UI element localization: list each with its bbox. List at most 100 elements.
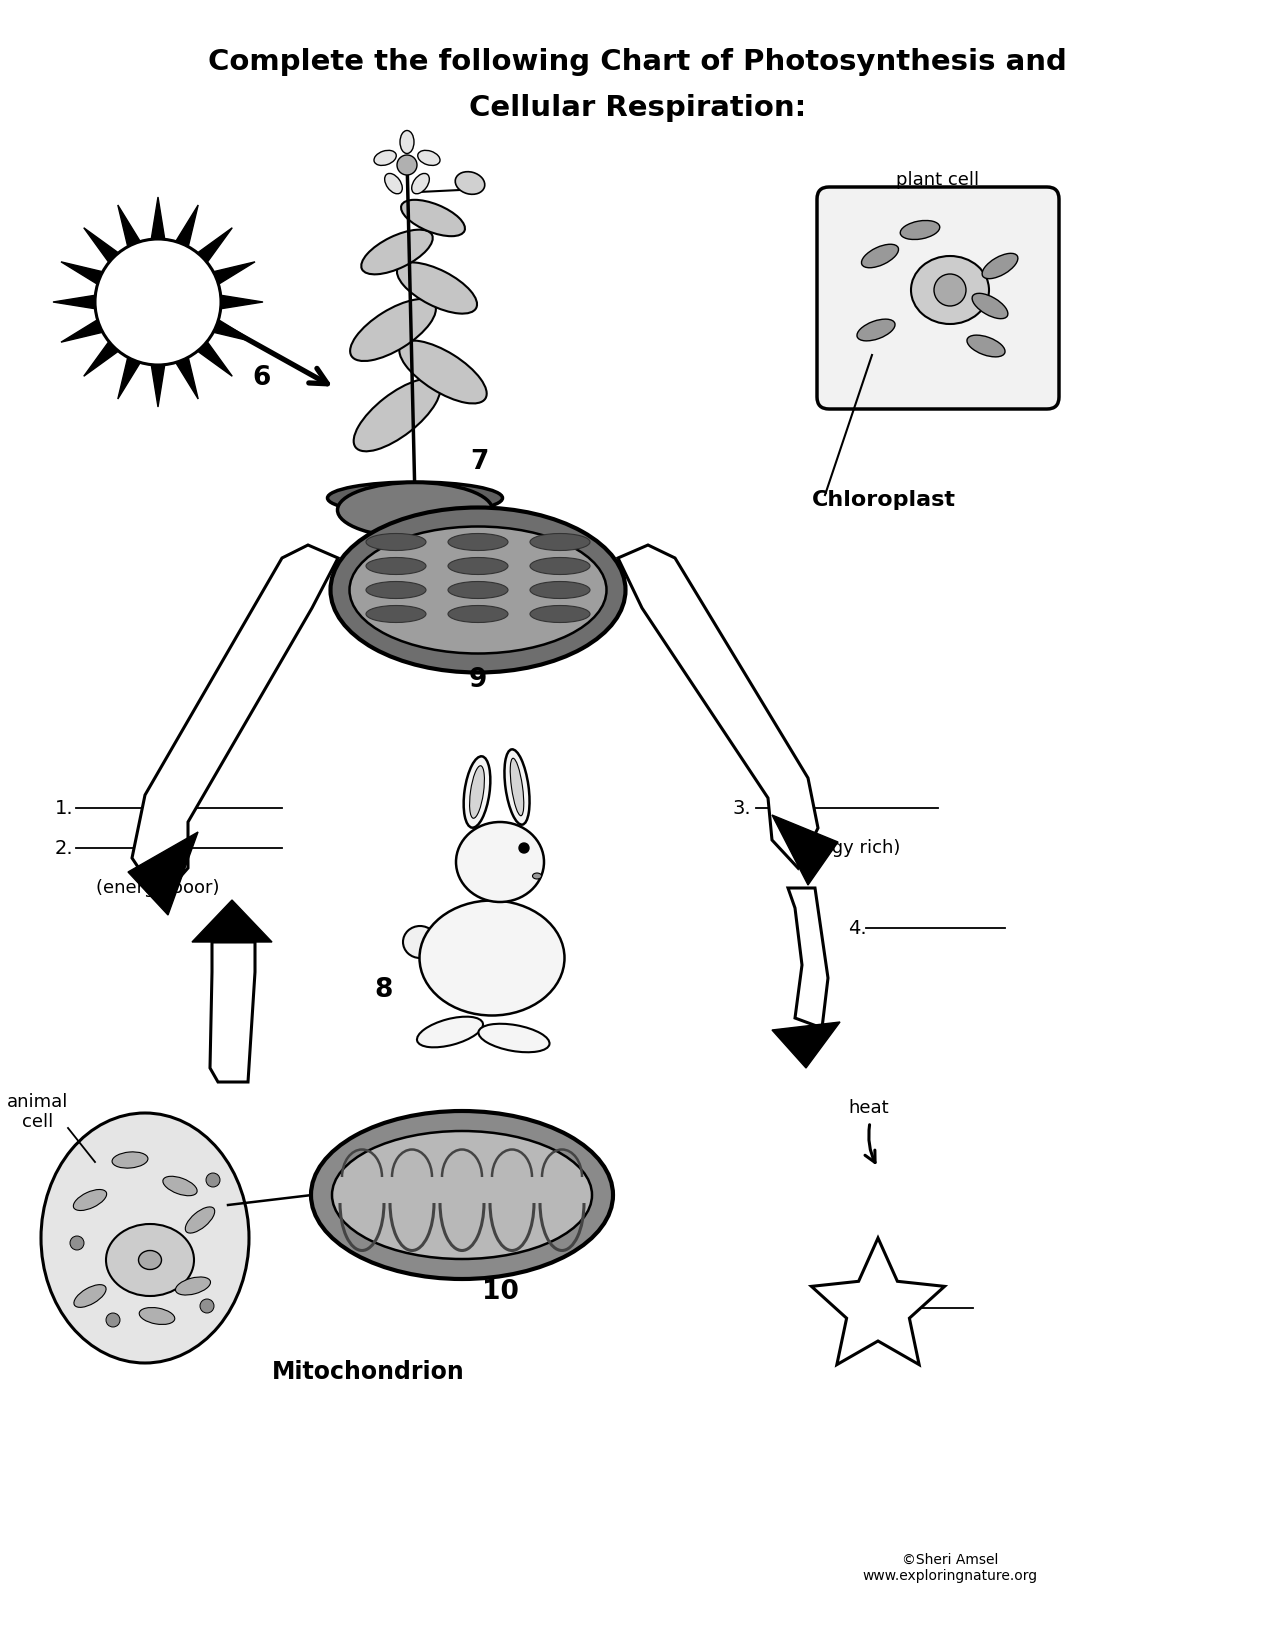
- Ellipse shape: [351, 299, 436, 362]
- FancyBboxPatch shape: [817, 187, 1060, 409]
- Polygon shape: [811, 1238, 945, 1365]
- Ellipse shape: [112, 1152, 148, 1169]
- Polygon shape: [771, 816, 838, 885]
- Text: Chloroplast: Chloroplast: [812, 490, 956, 510]
- Text: heat: heat: [848, 1100, 889, 1118]
- Ellipse shape: [417, 1017, 483, 1047]
- Ellipse shape: [530, 581, 590, 599]
- Ellipse shape: [530, 533, 590, 550]
- Circle shape: [70, 1237, 84, 1250]
- Ellipse shape: [966, 335, 1005, 357]
- Text: 8: 8: [375, 977, 393, 1004]
- Ellipse shape: [330, 507, 626, 672]
- Ellipse shape: [366, 606, 426, 622]
- Polygon shape: [771, 1022, 840, 1068]
- Ellipse shape: [972, 294, 1009, 319]
- Polygon shape: [198, 342, 232, 376]
- Polygon shape: [54, 296, 96, 309]
- Ellipse shape: [139, 1308, 175, 1324]
- Text: 3.: 3.: [732, 799, 751, 817]
- Ellipse shape: [505, 750, 529, 824]
- Circle shape: [200, 1299, 214, 1313]
- Text: 4.: 4.: [848, 918, 867, 938]
- Ellipse shape: [385, 173, 403, 193]
- Polygon shape: [117, 357, 140, 400]
- Ellipse shape: [185, 1207, 214, 1233]
- Text: (energy rich): (energy rich): [784, 839, 900, 857]
- Text: 10: 10: [482, 1280, 519, 1304]
- Ellipse shape: [361, 229, 432, 274]
- Ellipse shape: [403, 926, 437, 958]
- Ellipse shape: [448, 581, 507, 599]
- Ellipse shape: [366, 533, 426, 550]
- Circle shape: [397, 155, 417, 175]
- Text: Cellular Respiration:: Cellular Respiration:: [469, 94, 806, 122]
- Polygon shape: [152, 365, 164, 408]
- Ellipse shape: [338, 482, 492, 538]
- Polygon shape: [61, 263, 103, 284]
- Text: 1.: 1.: [55, 799, 74, 817]
- Polygon shape: [84, 228, 119, 263]
- Ellipse shape: [332, 1131, 592, 1260]
- Polygon shape: [198, 228, 232, 263]
- Circle shape: [519, 844, 529, 854]
- Ellipse shape: [139, 1250, 162, 1270]
- Ellipse shape: [456, 822, 544, 901]
- Ellipse shape: [349, 527, 607, 654]
- Ellipse shape: [533, 873, 542, 878]
- Ellipse shape: [469, 766, 484, 819]
- Polygon shape: [193, 900, 272, 943]
- Text: Mitochondrion: Mitochondrion: [272, 1360, 464, 1384]
- Ellipse shape: [448, 558, 507, 575]
- Polygon shape: [213, 263, 255, 284]
- Ellipse shape: [106, 1223, 194, 1296]
- Circle shape: [207, 1172, 221, 1187]
- Circle shape: [96, 239, 221, 365]
- Text: Complete the following Chart of Photosynthesis and: Complete the following Chart of Photosyn…: [208, 48, 1067, 76]
- Polygon shape: [176, 205, 198, 246]
- Ellipse shape: [397, 263, 477, 314]
- Ellipse shape: [982, 253, 1017, 279]
- Polygon shape: [210, 943, 255, 1081]
- Polygon shape: [221, 296, 263, 309]
- Text: ©Sheri Amsel
www.exploringnature.org: ©Sheri Amsel www.exploringnature.org: [862, 1554, 1038, 1583]
- Text: animal
cell: animal cell: [8, 1093, 69, 1131]
- Circle shape: [106, 1313, 120, 1327]
- Text: 7: 7: [470, 449, 488, 475]
- Polygon shape: [128, 832, 198, 915]
- Polygon shape: [618, 545, 819, 868]
- Ellipse shape: [163, 1176, 198, 1195]
- Ellipse shape: [857, 319, 895, 340]
- Text: (energy poor): (energy poor): [96, 878, 219, 896]
- Ellipse shape: [455, 172, 484, 195]
- Circle shape: [935, 274, 966, 305]
- Ellipse shape: [176, 1276, 210, 1294]
- Text: plant cell: plant cell: [896, 172, 979, 188]
- Polygon shape: [61, 320, 103, 342]
- Ellipse shape: [74, 1284, 106, 1308]
- Ellipse shape: [862, 244, 899, 267]
- Text: 5.: 5.: [853, 1298, 871, 1314]
- Ellipse shape: [448, 606, 507, 622]
- Ellipse shape: [448, 533, 507, 550]
- Ellipse shape: [41, 1113, 249, 1364]
- Ellipse shape: [74, 1189, 107, 1210]
- Text: 6: 6: [252, 365, 272, 391]
- Ellipse shape: [399, 340, 487, 403]
- Ellipse shape: [418, 150, 440, 165]
- Ellipse shape: [912, 256, 989, 324]
- Ellipse shape: [530, 606, 590, 622]
- Ellipse shape: [311, 1111, 613, 1280]
- Ellipse shape: [464, 756, 491, 827]
- Ellipse shape: [353, 378, 440, 451]
- Ellipse shape: [530, 558, 590, 575]
- Polygon shape: [213, 320, 255, 342]
- Ellipse shape: [400, 130, 414, 154]
- Ellipse shape: [419, 900, 565, 1015]
- Ellipse shape: [402, 200, 465, 236]
- Ellipse shape: [478, 1024, 550, 1052]
- Polygon shape: [152, 196, 164, 239]
- Ellipse shape: [366, 581, 426, 599]
- Ellipse shape: [510, 758, 524, 816]
- Polygon shape: [788, 888, 827, 1029]
